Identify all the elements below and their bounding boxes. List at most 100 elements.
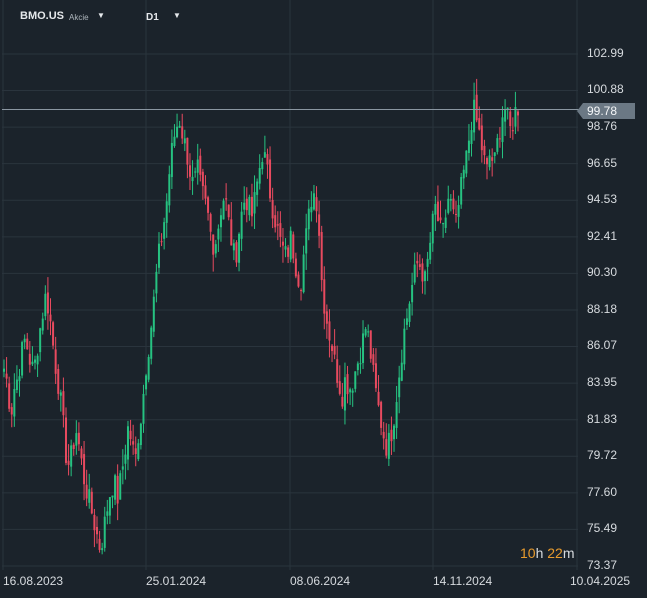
- candle-body: [147, 356, 150, 380]
- candle-body: [444, 217, 447, 228]
- candle-body: [395, 402, 398, 428]
- candle-body: [287, 247, 290, 257]
- y-tick-label: 75.49: [587, 521, 618, 536]
- candle-body: [245, 198, 248, 211]
- candle-body: [349, 389, 352, 393]
- candle-body: [284, 246, 287, 250]
- chevron-down-icon[interactable]: ▼: [97, 11, 105, 20]
- candle-body: [222, 200, 225, 220]
- candle-body: [183, 138, 186, 144]
- candle-body: [124, 454, 127, 464]
- candle-body: [271, 199, 274, 219]
- candle-body: [54, 349, 57, 374]
- x-tick-label: 25.01.2024: [146, 574, 207, 588]
- candle-body: [377, 391, 380, 406]
- candle-body: [323, 279, 326, 314]
- candle-countdown: 10h 22m: [520, 545, 575, 561]
- candle-body: [95, 526, 98, 535]
- candle-body: [137, 443, 140, 460]
- candle-body: [253, 192, 256, 214]
- x-tick-label: 08.06.2024: [290, 574, 351, 588]
- candle-body: [155, 271, 158, 294]
- candle-body: [310, 206, 313, 213]
- candle-body: [212, 234, 215, 255]
- candle-body: [336, 359, 339, 383]
- candle-body: [449, 199, 452, 201]
- candle-body: [429, 242, 432, 260]
- candle-body: [248, 196, 251, 216]
- candle-body: [3, 368, 5, 372]
- candle-body: [201, 171, 204, 187]
- y-tick-label: 73.37: [587, 558, 618, 572]
- symbol-selector[interactable]: BMO.US: [20, 10, 64, 22]
- candle-body: [331, 345, 334, 352]
- candle-body: [207, 197, 210, 213]
- symbol-label: BMO.US: [20, 10, 64, 22]
- candle-body: [418, 264, 421, 267]
- candle-body: [514, 107, 517, 127]
- candle-body: [31, 361, 34, 365]
- candle-body: [470, 130, 473, 145]
- candle-body: [98, 538, 101, 550]
- candle-body: [139, 423, 142, 446]
- candle-body: [240, 211, 243, 239]
- countdown-h-unit: h: [535, 545, 544, 561]
- candle-body: [455, 214, 458, 216]
- candle-body: [235, 242, 238, 263]
- candle-body: [57, 369, 60, 394]
- candle-body: [305, 228, 308, 254]
- candle-body: [338, 381, 341, 394]
- candle-body: [126, 426, 129, 460]
- candle-body: [292, 234, 295, 259]
- candle-body: [129, 430, 132, 440]
- candle-body: [421, 263, 424, 282]
- candle-body: [426, 258, 429, 267]
- candle-body: [23, 338, 26, 343]
- candle-body: [488, 155, 491, 168]
- candle-body: [191, 176, 194, 182]
- candle-body: [188, 165, 191, 177]
- candle-body: [10, 407, 13, 415]
- candle-body: [72, 444, 75, 450]
- candle-body: [46, 292, 49, 314]
- candle-body: [261, 162, 264, 170]
- candle-body: [302, 254, 305, 293]
- chevron-down-icon[interactable]: ▼: [173, 11, 181, 20]
- candle-body: [359, 363, 362, 365]
- candle-body: [307, 208, 310, 230]
- candle-body: [462, 169, 465, 179]
- y-tick-label: 77.60: [587, 484, 618, 499]
- x-tick-label: 16.08.2023: [3, 574, 64, 588]
- candle-body: [341, 396, 344, 407]
- candle-body: [67, 460, 70, 465]
- y-tick-label: 94.53: [587, 192, 618, 207]
- candle-body: [478, 118, 481, 130]
- timeframe-label: D1: [146, 12, 159, 23]
- candle-body: [452, 198, 455, 210]
- candle-body: [142, 393, 145, 424]
- y-tick-label: 92.41: [587, 228, 618, 243]
- candle-body: [393, 425, 396, 440]
- candle-body: [62, 391, 65, 416]
- candle-body: [380, 401, 383, 428]
- timeframe-selector[interactable]: D1: [146, 12, 159, 23]
- candle-body: [176, 126, 179, 138]
- y-tick-label: 86.07: [587, 338, 618, 353]
- countdown-hours: 10: [520, 545, 536, 561]
- candle-body: [333, 346, 336, 355]
- candle-body: [36, 355, 39, 365]
- x-tick-label: 10.04.2025: [570, 574, 631, 588]
- candle-body: [196, 159, 199, 173]
- candle-body: [498, 138, 501, 140]
- candle-body: [263, 152, 266, 158]
- y-tick-label: 102.99: [587, 46, 624, 60]
- instrument-type: Akcie: [69, 13, 89, 22]
- candle-body: [90, 491, 93, 514]
- candle-body: [64, 417, 67, 463]
- candle-body: [13, 388, 16, 417]
- y-tick-label: 88.18: [587, 302, 618, 316]
- candle-body: [199, 155, 202, 175]
- candle-body: [152, 296, 155, 332]
- candle-body: [354, 371, 357, 389]
